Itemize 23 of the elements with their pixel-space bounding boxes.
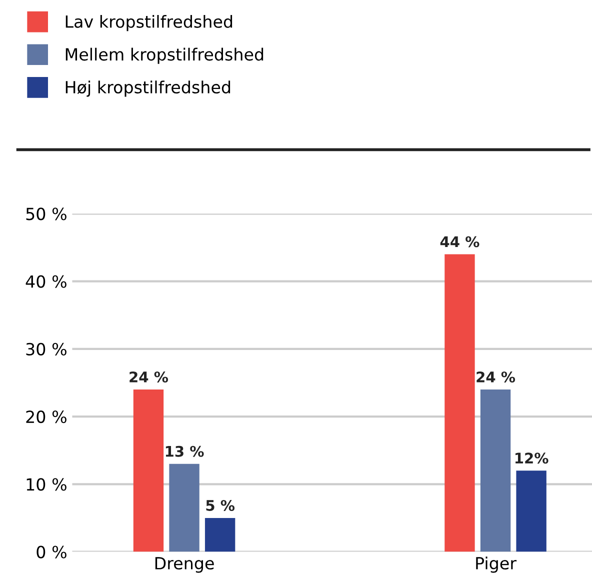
data-label: 5 % xyxy=(206,500,235,511)
legend-label: Høj kropstilfredshed xyxy=(66,80,230,97)
x-tick-label: Drenge xyxy=(155,557,214,573)
data-label: 12% xyxy=(516,452,548,464)
bar xyxy=(169,464,200,552)
y-tick-label: 0 % xyxy=(36,546,66,558)
y-tick-label: 50 % xyxy=(26,208,66,220)
bar xyxy=(444,254,475,552)
x-tick-label: Piger xyxy=(476,556,517,573)
legend-label: Mellem kropstilfredshed xyxy=(66,48,264,64)
legend-label: Lav kropstilfredshed xyxy=(66,15,232,32)
bar xyxy=(133,389,164,552)
y-tick-label: 10 % xyxy=(26,478,66,491)
y-tick-label: 40 % xyxy=(26,275,66,288)
data-label: 24 % xyxy=(130,371,168,382)
bar xyxy=(516,470,546,552)
bar xyxy=(480,389,511,552)
data-label: 13 % xyxy=(166,446,204,457)
bar xyxy=(204,518,236,552)
data-label: 44 % xyxy=(440,236,480,248)
y-tick-label: 30 % xyxy=(26,342,66,356)
data-label: 24 % xyxy=(476,371,516,382)
y-tick-label: 20 % xyxy=(26,410,66,424)
